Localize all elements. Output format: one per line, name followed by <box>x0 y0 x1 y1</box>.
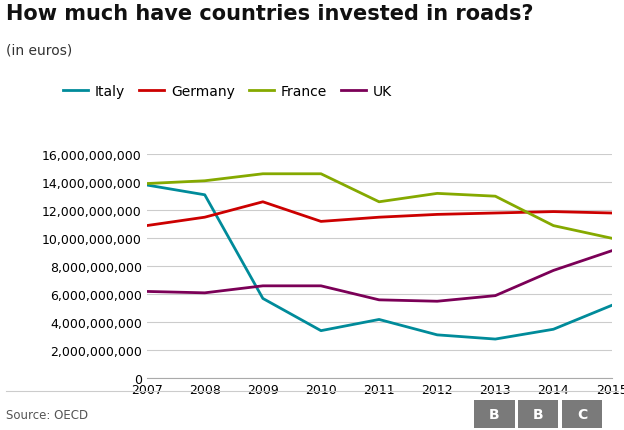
Legend: Italy, Germany, France, UK: Italy, Germany, France, UK <box>63 85 392 98</box>
Text: (in euros): (in euros) <box>6 43 72 57</box>
Text: B: B <box>533 407 544 421</box>
Text: Source: OECD: Source: OECD <box>6 408 89 421</box>
Text: C: C <box>577 407 587 421</box>
Text: How much have countries invested in roads?: How much have countries invested in road… <box>6 4 534 24</box>
Text: B: B <box>489 407 500 421</box>
